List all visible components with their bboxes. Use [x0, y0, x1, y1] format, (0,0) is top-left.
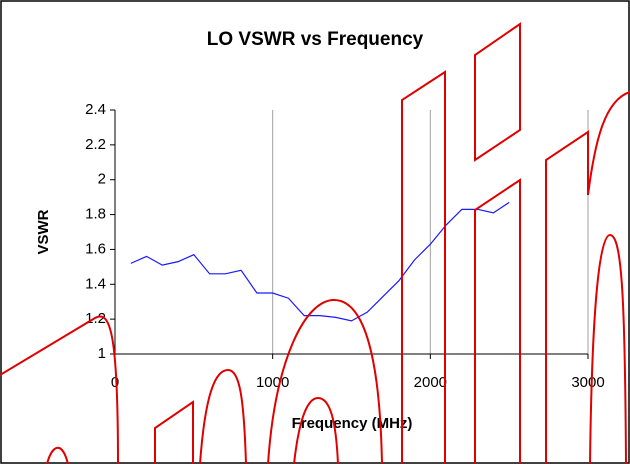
x-tick-label: 0 [111, 374, 119, 391]
red-stroke [0, 315, 119, 464]
x-tick-label: 1000 [256, 374, 289, 391]
red-stroke [267, 298, 383, 464]
red-stroke [199, 368, 247, 464]
x-tick-label: 3000 [571, 374, 604, 391]
y-tick-label: 2 [98, 171, 106, 188]
red-stroke [474, 178, 521, 464]
x-tick-label: 2000 [414, 374, 447, 391]
y-tick-label: 2.2 [85, 136, 106, 153]
red-stroke [401, 70, 446, 464]
y-tick-label: 1.6 [85, 240, 106, 257]
y-tick-label: 1.8 [85, 206, 106, 223]
y-axis-label: VSWR [35, 209, 52, 254]
red-stroke [46, 446, 69, 464]
y-tick-label: 2.4 [85, 101, 106, 118]
red-stroke [587, 91, 630, 196]
red-overlay [0, 22, 630, 464]
chart-title: LO VSWR vs Frequency [207, 29, 424, 50]
red-stroke [293, 396, 339, 464]
red-stroke [474, 22, 521, 162]
red-stroke [545, 130, 589, 464]
red-stroke [154, 400, 194, 464]
red-stroke [589, 233, 627, 464]
data-line [130, 201, 510, 322]
y-tick-label: 1 [98, 345, 106, 362]
y-tick-label: 1.4 [85, 275, 106, 292]
x-axis-label: Frequency (MHz) [292, 415, 413, 432]
